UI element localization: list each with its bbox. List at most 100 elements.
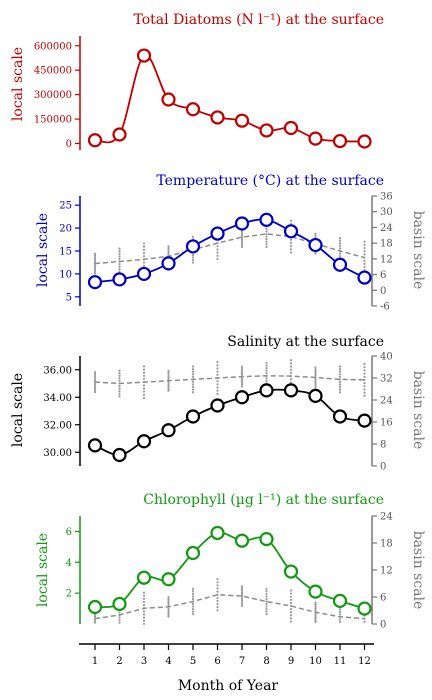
temperature-basin-point [118, 262, 121, 266]
temperature-basin-point [338, 237, 342, 240]
temperature-basin-point [240, 234, 244, 237]
salinity-basin-point [265, 372, 268, 375]
salinity-basin-point [363, 366, 366, 369]
temperature-basin-point [314, 234, 317, 237]
x-tick-label: 4 [165, 656, 171, 667]
chlorophyll-basin-point [240, 587, 244, 590]
diatoms-y-tick-label: 150000 [34, 115, 72, 126]
salinity-basin-point [314, 382, 317, 385]
temperature-basin-point [363, 253, 366, 256]
temperature-y2-tick-label: 6 [380, 270, 386, 281]
chlorophyll-basin-point [93, 613, 97, 616]
salinity-basin-point [216, 373, 219, 376]
chlorophyll-y2-tick-label: 18 [380, 539, 393, 550]
salinity-basin-point [93, 375, 97, 378]
chlorophyll-basin-point [338, 613, 342, 616]
chlorophyll-basin-point [265, 587, 268, 590]
salinity-panel: Salinity at the surface local scale basi… [10, 334, 426, 473]
chlorophyll-y-tick-label: 4 [66, 558, 72, 569]
salinity-basin-point [363, 378, 366, 382]
salinity-basin-point [265, 366, 268, 370]
temperature-basin-point [289, 251, 293, 254]
salinity-basin-point [338, 373, 342, 376]
salinity-basin-point [191, 380, 195, 384]
chlorophyll-basin-point [240, 585, 244, 588]
chlorophyll-basin-point [93, 619, 97, 622]
temperature-basin-point [363, 265, 366, 269]
chlorophyll-basin-point [191, 610, 195, 613]
salinity-basin-point [118, 390, 121, 393]
salinity-basin-point [338, 380, 342, 384]
salinity-basin-point [289, 371, 293, 375]
chlorophyll-basin-point [314, 607, 317, 610]
chlorophyll-basin-point [314, 620, 317, 624]
chlorophyll-basin-point [167, 601, 170, 605]
salinity-basin-point [142, 396, 146, 400]
temperature-basin-point [118, 252, 121, 255]
salinity-data-point [308, 388, 323, 403]
salinity-basin-point [93, 384, 97, 388]
temperature-basin-point [363, 259, 366, 262]
salinity-basin-point [363, 375, 366, 378]
chlorophyll-basin-point [216, 596, 219, 599]
x-tick-label: 2 [116, 656, 122, 667]
chlorophyll-basin-point [289, 595, 293, 598]
salinity-basin-point [93, 383, 97, 386]
salinity-y-tick-label: 30.00 [43, 448, 72, 459]
chlorophyll-data-point [308, 584, 323, 599]
chlorophyll-basin-point [118, 618, 121, 622]
temperature-basin-point [118, 265, 121, 268]
salinity-basin-point [338, 365, 342, 368]
salinity-basin-point [314, 372, 317, 375]
chlorophyll-basin-point [289, 598, 293, 601]
chlorophyll-data-point [87, 599, 103, 615]
temperature-basin-point [265, 245, 268, 248]
temperature-basin-point [240, 241, 244, 245]
temperature-basin-point [289, 248, 293, 251]
temperature-basin-point [265, 235, 268, 238]
salinity-basin-point [216, 367, 219, 370]
chlorophyll-basin-point [142, 604, 146, 607]
chlorophyll-basin-point [240, 600, 244, 604]
chlorophyll-basin-point [118, 616, 121, 619]
temperature-y-tick-label: 15 [59, 247, 72, 258]
chlorophyll-basin-point [167, 596, 170, 599]
salinity-basin-point [363, 381, 366, 385]
chlorophyll-basin-point [314, 617, 317, 620]
temperature-basin-point [338, 239, 342, 242]
salinity-basin-point [289, 381, 293, 384]
salinity-basin-point [167, 377, 170, 380]
salinity-y-axis-label: local scale [10, 373, 26, 447]
x-tick-label: 7 [239, 656, 245, 667]
salinity-basin-point [240, 373, 244, 376]
salinity-basin-point [142, 390, 146, 393]
salinity-data-point [136, 434, 152, 449]
chlorophyll-basin-point [216, 599, 219, 603]
temperature-y-tick-label: 25 [59, 201, 72, 212]
temperature-basin-point [118, 255, 121, 258]
salinity-basin-point [265, 379, 268, 383]
salinity-data-point [185, 409, 201, 424]
temperature-basin-point [240, 243, 244, 247]
salinity-basin-point [93, 390, 97, 394]
salinity-basin-point [191, 391, 195, 394]
temperature-basin-point [363, 246, 366, 250]
temperature-basin-point [216, 251, 219, 254]
salinity-basin-point [314, 380, 317, 383]
temperature-data-point [332, 257, 348, 272]
chlorophyll-basin-point [142, 594, 146, 597]
chlorophyll-basin-point [265, 605, 268, 608]
salinity-data-point [357, 413, 372, 428]
salinity-basin-point [265, 364, 268, 367]
chlorophyll-basin-point [289, 592, 293, 595]
diatoms-y-tick-label: 0 [66, 139, 72, 150]
chlorophyll-y2-tick-label: 0 [380, 620, 386, 631]
temperature-basin-point [167, 249, 170, 252]
diatoms-data-point [161, 92, 176, 107]
temperature-basin-point [93, 258, 97, 261]
temperature-data-point [234, 216, 250, 231]
temperature-y-tick-label: 10 [59, 269, 72, 280]
diatoms-data-point [136, 48, 152, 63]
chlorophyll-basin-point [191, 597, 195, 601]
chlorophyll-basin-point [289, 611, 293, 614]
